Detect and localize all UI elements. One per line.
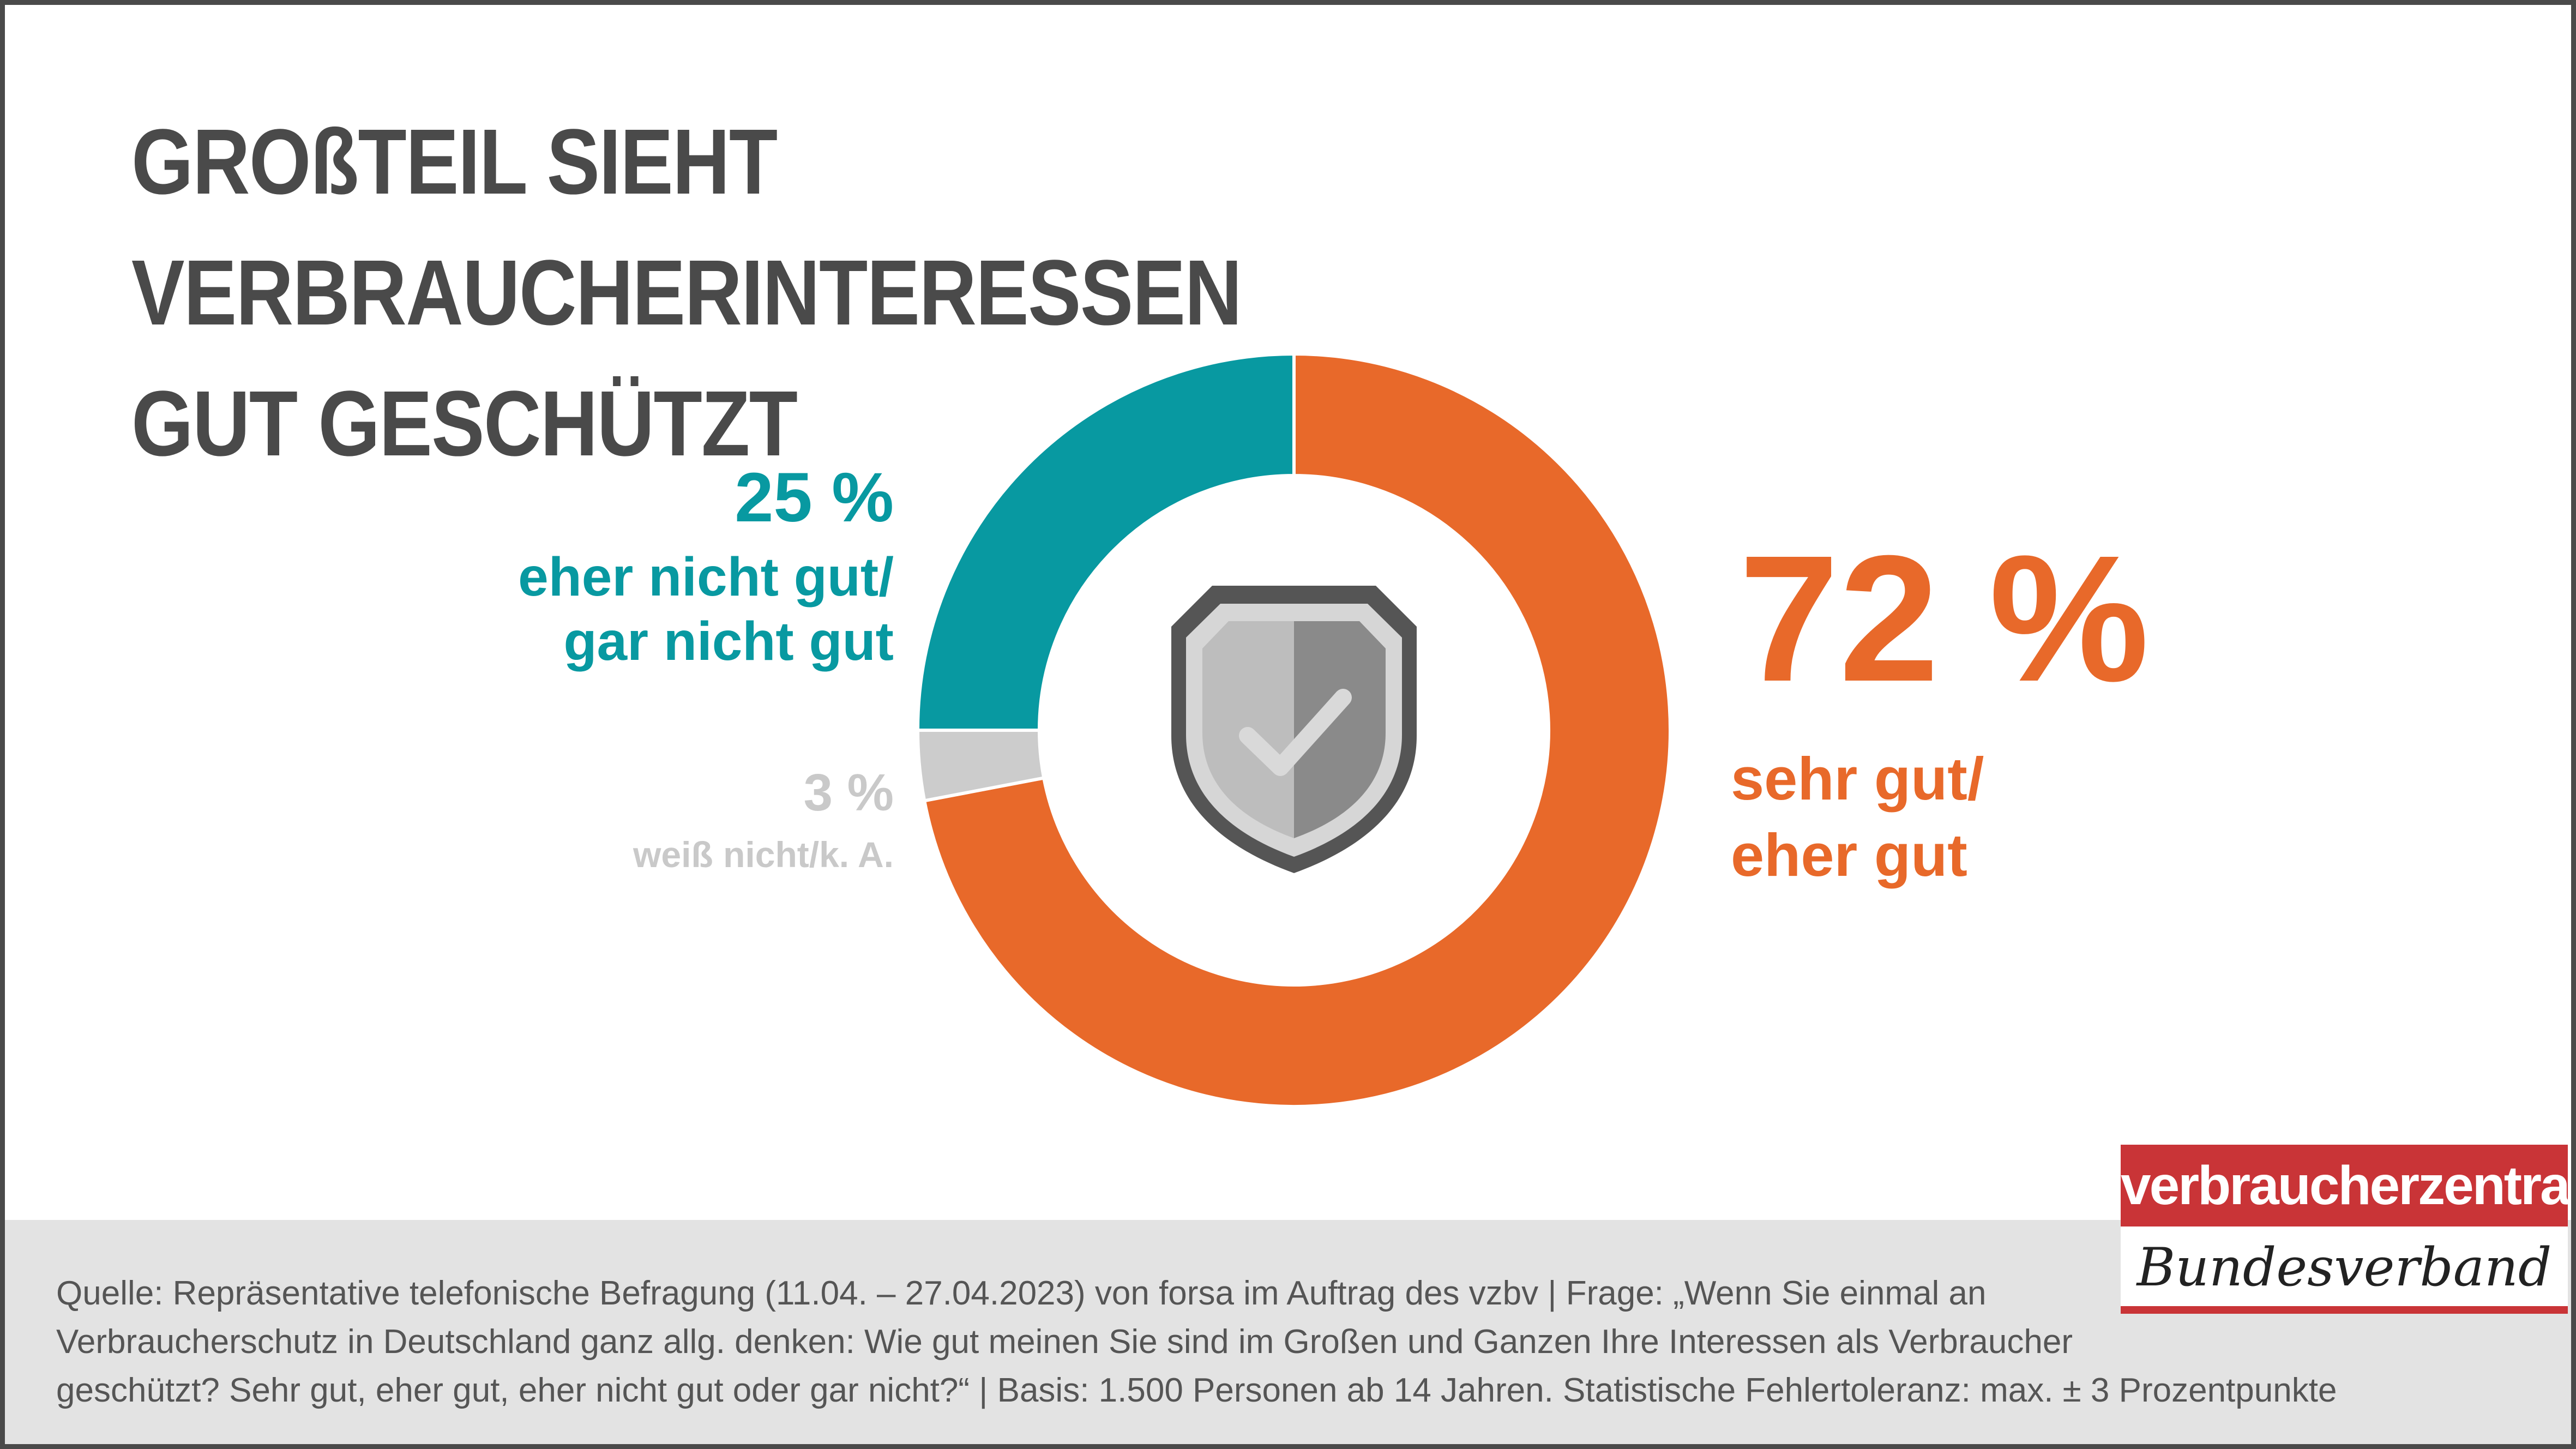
shield-check-icon — [1171, 586, 1417, 873]
logo-wordmark: verbraucherzentrale — [2121, 1145, 2571, 1226]
positive-desc-line-1: sehr gut/ — [1731, 745, 1984, 813]
donut-slice-positive — [922, 352, 1672, 1108]
vzbv-logo: verbraucherzentrale Bundesverband — [2121, 1145, 2571, 1314]
source-line-3: geschützt? Sehr gut, eher gut, eher nich… — [56, 1372, 2337, 1409]
donut-slices — [916, 352, 1672, 1108]
source-note: Quelle: Repräsentative telefonische Befr… — [56, 1269, 2401, 1415]
unknown-pct-label: 3 % — [803, 763, 894, 822]
logo-subline: Bundesverband — [2136, 1237, 2552, 1298]
donut-chart — [916, 352, 1672, 1108]
negative-desc-line-2: gar nicht gut — [563, 611, 894, 672]
title-line-2: GUT GESCHÜTZT — [131, 372, 798, 476]
negative-desc-label: eher nicht gut/ gar nicht gut — [387, 545, 894, 674]
negative-pct-label: 25 % — [735, 459, 894, 537]
source-line-2: Verbraucherschutz in Deutschland ganz al… — [56, 1323, 2073, 1361]
unknown-desc-label: weiß nicht/k. A. — [633, 834, 894, 875]
page-title: GROßTEIL SIEHT VERBRAUCHERINTERESSEN GUT… — [131, 97, 1820, 489]
donut-slice-negative — [916, 352, 1296, 732]
positive-desc-label: sehr gut/ eher gut — [1731, 741, 2167, 894]
positive-desc-line-2: eher gut — [1731, 822, 1967, 889]
logo-underline — [2121, 1306, 2568, 1314]
source-line-1: Quelle: Repräsentative telefonische Befr… — [56, 1274, 1987, 1312]
negative-desc-line-1: eher nicht gut/ — [518, 546, 894, 608]
title-line-1: GROßTEIL SIEHT VERBRAUCHERINTERESSEN — [131, 110, 1242, 345]
positive-pct-label: 72 % — [1739, 518, 2150, 719]
